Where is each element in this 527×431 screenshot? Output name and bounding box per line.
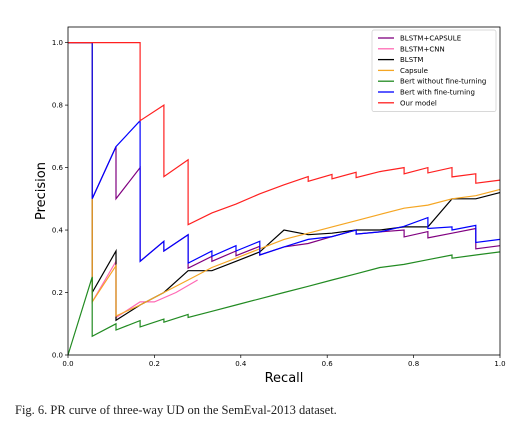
axes-frame [67,26,501,356]
series-line-6 [68,41,501,226]
x-tick-label: 0.6 [322,360,334,368]
pr-curve-chart: 0.0 0.2 0.4 0.6 0.8 1.0 0.0 0.2 0.4 0.6 0.8 1.0 Rec… [34,26,506,386]
legend: BLSTM+CAPSULE BLSTM+CNN BLSTM Capsule Bert w… [371,29,497,112]
legend-label-4: Bert without fine-turning [400,78,486,86]
series-line-4 [67,251,501,356]
legend-label-2: BLSTM [400,56,423,64]
legend-label-5: Bert with fine-turning [400,89,475,97]
y-axis-label: Precision [34,162,49,220]
x-axis-label: Recall [265,371,304,386]
x-tick-label: 1.0 [494,360,505,368]
series-line-1 [68,41,198,319]
x-tick-label: 0.8 [408,360,419,368]
figure-caption: Fig. 6. PR curve of three-way UD on the … [15,403,337,417]
legend-label-3: Capsule [400,67,428,75]
legend-label-1: BLSTM+CNN [400,45,445,53]
y-tick-label: 0.2 [52,289,63,297]
y-tick-label: 1.0 [52,39,63,47]
series-line-5 [68,41,501,265]
y-tick-label: 0.0 [52,352,63,360]
x-tick-label: 0.0 [62,360,73,368]
legend-box [371,29,497,112]
x-tick-label: 0.4 [235,360,247,368]
ticks-layer: 0.0 0.2 0.4 0.6 0.8 1.0 0.0 0.2 0.4 0.6 0.8 1.0 [52,39,506,368]
series-layer [67,41,501,356]
y-tick-label: 0.4 [52,227,64,235]
y-tick-label: 0.8 [52,102,63,110]
legend-label-0: BLSTM+CAPSULE [400,35,461,43]
y-tick-label: 0.6 [52,164,64,172]
series-line-3 [68,41,501,317]
x-tick-label: 0.2 [149,360,160,368]
legend-label-6: Our model [400,99,437,107]
